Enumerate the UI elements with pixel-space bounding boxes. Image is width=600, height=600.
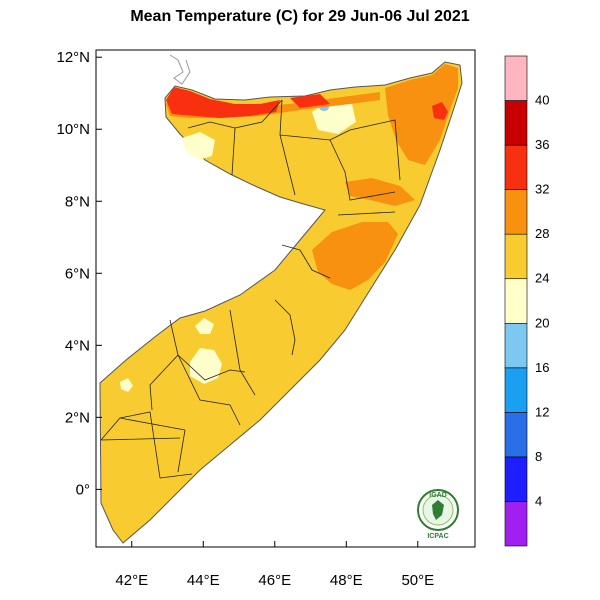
hot-zone-northeast (432, 102, 448, 120)
colorbar-bin (504, 501, 528, 547)
colorbar-label: 32 (535, 182, 549, 197)
latitude-axis: 12°N 10°N 8°N 6°N 4°N 2°N 0° (56, 49, 102, 498)
colorbar-label: 20 (535, 315, 549, 330)
lon-tick-label: 48°E (330, 572, 363, 589)
cool-patch-central-south (190, 348, 222, 384)
djibouti-border (169, 54, 191, 85)
lat-tick-label: 8°N (65, 193, 90, 210)
colorbar-bin (504, 278, 528, 324)
colorbar-bin (504, 233, 528, 280)
colorbar-bin (504, 367, 528, 413)
map-title: Mean Temperature (C) for 29 Jun-06 Jul 2… (130, 8, 470, 25)
hot-zone-north-central (290, 94, 330, 108)
lat-tick-label: 10°N (56, 121, 90, 138)
colorbar-label: 40 (535, 93, 549, 108)
colorbar-bin (504, 322, 528, 369)
colorbar-label: 36 (535, 137, 549, 152)
lat-tick-label: 4°N (65, 337, 90, 354)
colorbar-label: 4 (535, 493, 542, 508)
lon-tick-label: 46°E (258, 572, 291, 589)
somalia-temperature-field (99, 61, 463, 544)
colorbar-label: 24 (535, 271, 549, 286)
warm-zone-northeast (385, 64, 458, 165)
cool-patch-southwest (120, 378, 133, 392)
colorbar-bin (504, 412, 528, 458)
igad-icpac-logo: IGAD ICPAC (417, 489, 459, 540)
colorbar-bin (504, 144, 528, 190)
logo-top-text: IGAD (429, 492, 447, 499)
longitude-axis: 42°E 44°E 46°E 48°E 50°E (115, 541, 434, 589)
lon-tick-label: 42°E (115, 572, 148, 589)
lat-tick-label: 12°N (56, 49, 90, 66)
colorbar-bin (504, 55, 528, 101)
lat-tick-label: 6°N (65, 265, 90, 282)
lon-tick-label: 50°E (401, 572, 434, 589)
colorbar-label: 8 (535, 449, 542, 464)
logo-bottom-text: ICPAC (427, 533, 448, 540)
colorbar-label: 28 (535, 226, 549, 241)
lat-tick-label: 2°N (65, 409, 90, 426)
colorbar-label: 16 (535, 360, 549, 375)
colorbar-label: 12 (535, 404, 549, 419)
lat-tick-label: 0° (76, 481, 90, 498)
colorbar-bin (504, 189, 528, 235)
warm-zone-central (312, 222, 398, 290)
cool-patch-west (195, 318, 214, 334)
colorbar-bin (504, 100, 528, 146)
cool-patch-northwest (182, 132, 215, 160)
colorbar: 4 8 12 16 20 24 28 32 36 40 (504, 55, 549, 547)
hot-zone-northwest-coast (166, 87, 280, 118)
warm-zone-central-band (345, 178, 415, 206)
colorbar-bin (504, 456, 528, 502)
admin-boundaries (100, 99, 401, 479)
lon-tick-label: 44°E (187, 572, 220, 589)
